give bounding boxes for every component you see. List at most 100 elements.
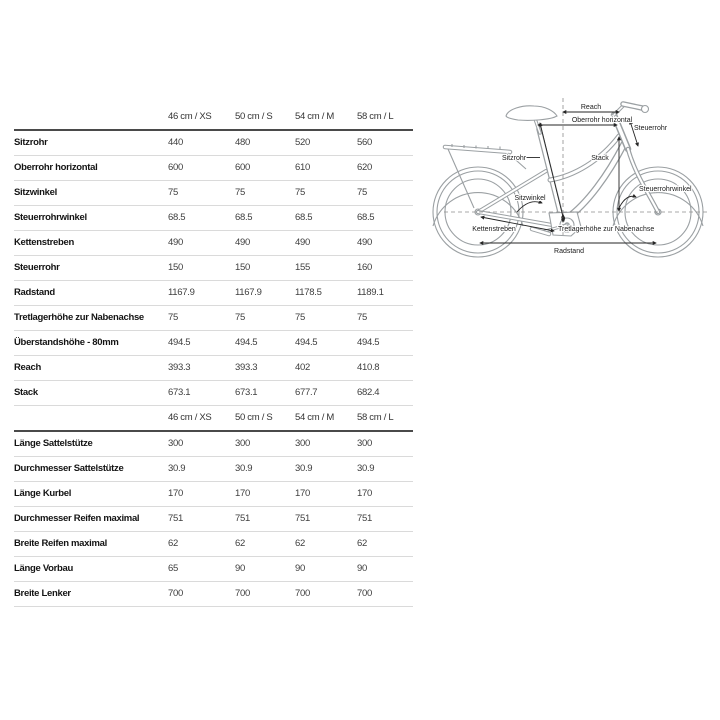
cell-value: 170 <box>235 488 250 500</box>
cell-value: 155 <box>295 262 310 274</box>
row-label: Steuerrohr <box>14 262 60 274</box>
cell-value: 170 <box>295 488 310 500</box>
bike-geometry-diagram: Reach Oberrohr horizontal Steuerrohr Sit… <box>430 85 720 265</box>
cell-value: 30.9 <box>235 463 253 475</box>
cell-value: 75 <box>235 187 245 199</box>
cell-value: 700 <box>168 588 183 600</box>
geometry-table-components: 46 cm / XS 50 cm / S 54 cm / M 58 cm / L… <box>14 406 413 607</box>
cell-value: 300 <box>168 438 183 450</box>
row-label: Kettenstreben <box>14 237 74 249</box>
cell-value: 1189.1 <box>357 287 384 299</box>
column-header: 50 cm / S <box>235 412 273 424</box>
cell-value: 90 <box>295 563 305 575</box>
steuerrohr-arrow <box>629 120 639 147</box>
row-label: Stack <box>14 387 38 399</box>
steuerrohrwinkel-arc <box>617 193 637 211</box>
saddle <box>505 105 558 121</box>
cell-value: 600 <box>168 162 183 174</box>
table-row: Breite Lenker 700 700 700 700 <box>14 582 413 607</box>
geometry-table-frame: 46 cm / XS 50 cm / S 54 cm / M 58 cm / L… <box>14 105 413 406</box>
cell-value: 494.5 <box>235 337 258 349</box>
row-label: Länge Kurbel <box>14 488 72 500</box>
cell-value: 300 <box>357 438 372 450</box>
cell-value: 150 <box>235 262 250 274</box>
row-label: Sitzrohr <box>14 137 48 149</box>
chainring <box>559 217 575 233</box>
cell-value: 620 <box>357 162 372 174</box>
row-label: Durchmesser Reifen maximal <box>14 513 140 525</box>
cell-value: 1178.5 <box>295 287 322 299</box>
table-header-row: 46 cm / XS 50 cm / S 54 cm / M 58 cm / L <box>14 406 413 432</box>
cell-value: 30.9 <box>168 463 186 475</box>
cell-value: 600 <box>235 162 250 174</box>
column-header: 46 cm / XS <box>168 111 212 123</box>
sitzwinkel-arc <box>516 199 543 213</box>
cell-value: 700 <box>235 588 250 600</box>
cell-value: 62 <box>168 538 178 550</box>
handlebar-grip <box>640 104 650 114</box>
row-label: Reach <box>14 362 42 374</box>
cell-value: 160 <box>357 262 372 274</box>
column-header: 46 cm / XS <box>168 412 212 424</box>
table-row: Tretlagerhöhe zur Nabenachse 75 75 75 75 <box>14 306 413 331</box>
row-label: Durchmesser Sattelstütze <box>14 463 124 475</box>
cell-value: 751 <box>357 513 372 525</box>
cell-value: 751 <box>235 513 250 525</box>
label-radstand: Radstand <box>554 248 584 255</box>
row-label: Steuerrohrwinkel <box>14 212 87 224</box>
label-steuerrohr: Steuerrohr <box>634 125 668 132</box>
cell-value: 68.5 <box>295 212 313 224</box>
label-stack: Stack <box>591 155 609 162</box>
cell-value: 170 <box>168 488 183 500</box>
table-row: Reach 393.3 393.3 402 410.8 <box>14 356 413 381</box>
table-row: Steuerrohrwinkel 68.5 68.5 68.5 68.5 <box>14 206 413 231</box>
table-row: Oberrohr horizontal 600 600 610 620 <box>14 156 413 181</box>
cell-value: 440 <box>168 137 183 149</box>
cell-value: 62 <box>357 538 367 550</box>
kettenstreben-arrow <box>480 215 555 233</box>
table-row: Durchmesser Reifen maximal 751 751 751 7… <box>14 507 413 532</box>
label-kettenstreben: Kettenstreben <box>472 226 516 233</box>
table-row: Breite Reifen maximal 62 62 62 62 <box>14 532 413 557</box>
sitzrohr-arrow <box>538 122 566 222</box>
cell-value: 75 <box>357 187 367 199</box>
table-row: Länge Sattelstütze 300 300 300 300 <box>14 432 413 457</box>
row-label: Oberrohr horizontal <box>14 162 98 174</box>
cell-value: 610 <box>295 162 310 174</box>
table-row: Stack 673.1 673.1 677.7 682.4 <box>14 381 413 406</box>
dimension-arrows <box>479 109 657 246</box>
cell-value: 68.5 <box>168 212 186 224</box>
bike-diagram-svg: Reach Oberrohr horizontal Steuerrohr Sit… <box>432 98 707 258</box>
cell-value: 1167.9 <box>235 287 262 299</box>
cell-value: 677.7 <box>295 387 318 399</box>
cell-value: 560 <box>357 137 372 149</box>
row-label: Radstand <box>14 287 55 299</box>
cell-value: 30.9 <box>357 463 375 475</box>
row-label: Länge Vorbau <box>14 563 74 575</box>
column-header: 50 cm / S <box>235 111 273 123</box>
rear-fender <box>432 192 524 227</box>
label-steuerrohrwinkel: Steuerrohrwinkel <box>639 186 692 193</box>
row-label: Breite Lenker <box>14 588 71 600</box>
cell-value: 393.3 <box>235 362 258 374</box>
column-header: 54 cm / M <box>295 111 335 123</box>
cell-value: 520 <box>295 137 310 149</box>
table-row: Überstandshöhe - 80mm 494.5 494.5 494.5 … <box>14 331 413 356</box>
cell-value: 673.1 <box>235 387 258 399</box>
cell-value: 65 <box>168 563 178 575</box>
table-row: Sitzwinkel 75 75 75 75 <box>14 181 413 206</box>
cell-value: 494.5 <box>295 337 318 349</box>
table-header-row: 46 cm / XS 50 cm / S 54 cm / M 58 cm / L <box>14 105 413 131</box>
cell-value: 490 <box>357 237 372 249</box>
table-row: Länge Vorbau 65 90 90 90 <box>14 557 413 582</box>
cell-value: 300 <box>235 438 250 450</box>
cell-value: 490 <box>295 237 310 249</box>
row-label: Überstandshöhe - 80mm <box>14 337 119 349</box>
cell-value: 410.8 <box>357 362 380 374</box>
column-header: 58 cm / L <box>357 111 394 123</box>
diagram-labels: Reach Oberrohr horizontal Steuerrohr Sit… <box>471 103 693 256</box>
cell-value: 68.5 <box>235 212 253 224</box>
geometry-section: 46 cm / XS 50 cm / S 54 cm / M 58 cm / L… <box>14 105 413 607</box>
cell-value: 751 <box>295 513 310 525</box>
cell-value: 751 <box>168 513 183 525</box>
